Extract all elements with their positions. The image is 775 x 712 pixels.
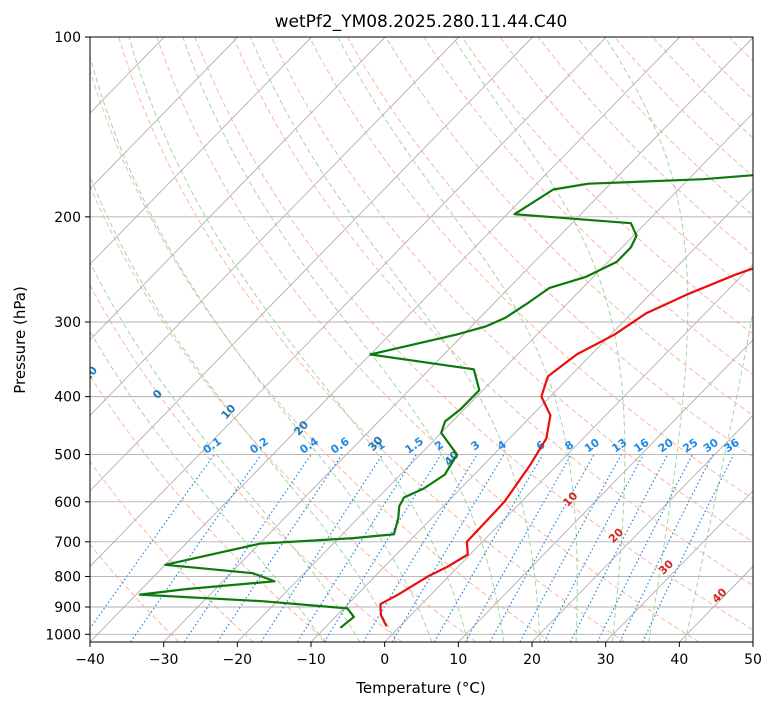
x-tick-label: −40 bbox=[75, 652, 105, 668]
x-axis-label: Temperature (°C) bbox=[355, 679, 485, 697]
y-tick-label: 300 bbox=[54, 315, 81, 331]
chart-title: wetPf2_YM08.2025.280.11.44.C40 bbox=[275, 12, 568, 32]
x-tick-label: −10 bbox=[296, 652, 326, 668]
x-tick-label: 40 bbox=[670, 652, 688, 668]
y-tick-label: 900 bbox=[54, 600, 81, 616]
y-axis-label: Pressure (hPa) bbox=[11, 286, 29, 394]
x-tick-label: 10 bbox=[449, 652, 467, 668]
y-tick-label: 700 bbox=[54, 535, 81, 551]
x-tick-label: 50 bbox=[744, 652, 762, 668]
x-tick-label: 20 bbox=[523, 652, 541, 668]
y-tick-label: 1000 bbox=[45, 627, 81, 643]
y-tick-label: 500 bbox=[54, 448, 81, 464]
y-tick-label: 800 bbox=[54, 569, 81, 585]
y-tick-label: 400 bbox=[54, 390, 81, 406]
x-tick-label: −20 bbox=[223, 652, 253, 668]
y-tick-label: 200 bbox=[54, 210, 81, 226]
y-tick-label: 100 bbox=[54, 30, 81, 46]
x-tick-label: 30 bbox=[597, 652, 615, 668]
x-tick-label: 0 bbox=[380, 652, 389, 668]
y-tick-label: 600 bbox=[54, 495, 81, 511]
x-tick-label: −30 bbox=[149, 652, 179, 668]
